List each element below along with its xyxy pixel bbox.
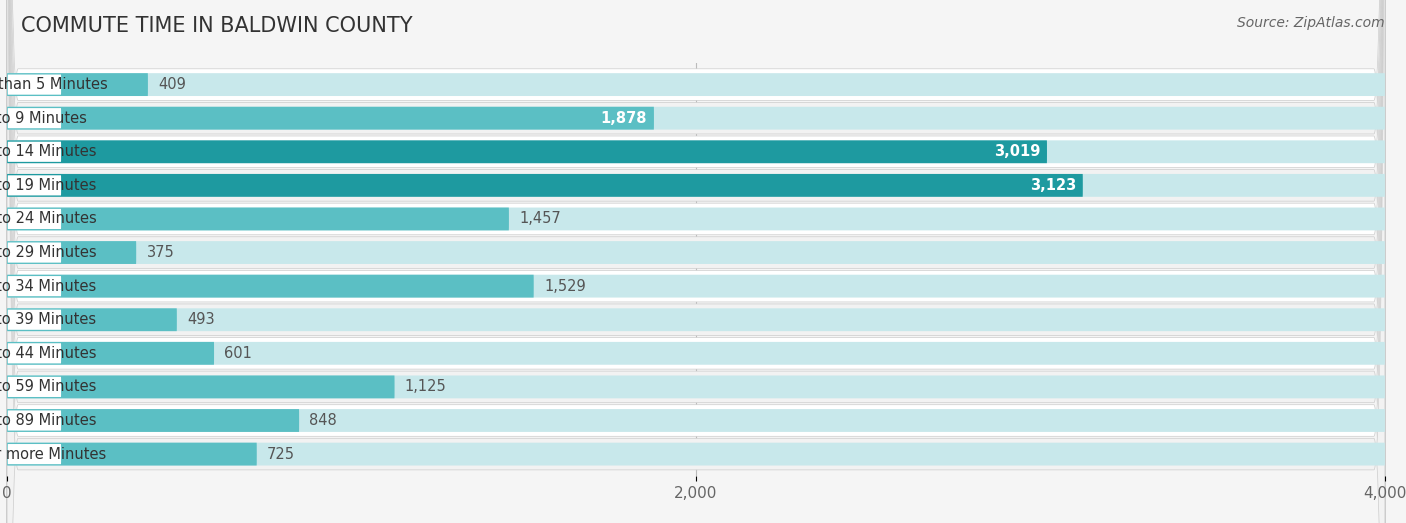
Text: 20 to 24 Minutes: 20 to 24 Minutes: [0, 211, 96, 226]
Text: 35 to 39 Minutes: 35 to 39 Minutes: [0, 312, 96, 327]
Text: Less than 5 Minutes: Less than 5 Minutes: [0, 77, 108, 92]
FancyBboxPatch shape: [7, 174, 1083, 197]
FancyBboxPatch shape: [7, 309, 177, 331]
FancyBboxPatch shape: [7, 409, 1385, 432]
Text: 493: 493: [187, 312, 215, 327]
FancyBboxPatch shape: [7, 275, 534, 298]
FancyBboxPatch shape: [7, 342, 1385, 365]
FancyBboxPatch shape: [7, 107, 1385, 130]
FancyBboxPatch shape: [7, 73, 148, 96]
FancyBboxPatch shape: [7, 376, 395, 399]
FancyBboxPatch shape: [7, 0, 1385, 523]
Text: COMMUTE TIME IN BALDWIN COUNTY: COMMUTE TIME IN BALDWIN COUNTY: [21, 16, 413, 36]
FancyBboxPatch shape: [7, 209, 60, 229]
Text: 3,019: 3,019: [994, 144, 1040, 160]
FancyBboxPatch shape: [7, 241, 136, 264]
FancyBboxPatch shape: [7, 243, 60, 263]
Text: 375: 375: [146, 245, 174, 260]
Text: 1,878: 1,878: [600, 111, 647, 126]
Text: 90 or more Minutes: 90 or more Minutes: [0, 447, 105, 462]
FancyBboxPatch shape: [7, 342, 214, 365]
FancyBboxPatch shape: [7, 276, 60, 296]
FancyBboxPatch shape: [7, 208, 509, 230]
FancyBboxPatch shape: [7, 241, 1385, 264]
Text: 3,123: 3,123: [1029, 178, 1076, 193]
FancyBboxPatch shape: [7, 0, 1385, 523]
Text: 5 to 9 Minutes: 5 to 9 Minutes: [0, 111, 87, 126]
FancyBboxPatch shape: [7, 409, 299, 432]
FancyBboxPatch shape: [7, 0, 1385, 523]
FancyBboxPatch shape: [7, 343, 60, 363]
Text: 1,529: 1,529: [544, 279, 586, 293]
FancyBboxPatch shape: [7, 107, 654, 130]
FancyBboxPatch shape: [7, 444, 60, 464]
FancyBboxPatch shape: [7, 73, 1385, 96]
FancyBboxPatch shape: [7, 140, 1385, 163]
FancyBboxPatch shape: [7, 140, 1047, 163]
Text: 1,125: 1,125: [405, 379, 447, 394]
Text: 725: 725: [267, 447, 295, 462]
FancyBboxPatch shape: [7, 0, 1385, 523]
FancyBboxPatch shape: [7, 442, 1385, 465]
Text: Source: ZipAtlas.com: Source: ZipAtlas.com: [1237, 16, 1385, 30]
FancyBboxPatch shape: [7, 310, 60, 330]
FancyBboxPatch shape: [7, 377, 60, 397]
FancyBboxPatch shape: [7, 309, 1385, 331]
Text: 409: 409: [159, 77, 186, 92]
FancyBboxPatch shape: [7, 442, 257, 465]
FancyBboxPatch shape: [7, 0, 1385, 523]
FancyBboxPatch shape: [7, 0, 1385, 523]
Text: 60 to 89 Minutes: 60 to 89 Minutes: [0, 413, 96, 428]
FancyBboxPatch shape: [7, 0, 1385, 523]
Text: 25 to 29 Minutes: 25 to 29 Minutes: [0, 245, 96, 260]
Text: 848: 848: [309, 413, 337, 428]
FancyBboxPatch shape: [7, 275, 1385, 298]
FancyBboxPatch shape: [7, 0, 1385, 523]
Text: 10 to 14 Minutes: 10 to 14 Minutes: [0, 144, 96, 160]
Text: 601: 601: [225, 346, 252, 361]
FancyBboxPatch shape: [7, 174, 1385, 197]
FancyBboxPatch shape: [7, 74, 60, 95]
FancyBboxPatch shape: [7, 0, 1385, 523]
Text: 15 to 19 Minutes: 15 to 19 Minutes: [0, 178, 96, 193]
Text: 45 to 59 Minutes: 45 to 59 Minutes: [0, 379, 96, 394]
FancyBboxPatch shape: [7, 0, 1385, 523]
FancyBboxPatch shape: [7, 208, 1385, 230]
FancyBboxPatch shape: [7, 376, 1385, 399]
Text: 1,457: 1,457: [519, 211, 561, 226]
FancyBboxPatch shape: [7, 411, 60, 430]
Text: 40 to 44 Minutes: 40 to 44 Minutes: [0, 346, 96, 361]
FancyBboxPatch shape: [7, 175, 60, 196]
FancyBboxPatch shape: [7, 108, 60, 128]
Text: 30 to 34 Minutes: 30 to 34 Minutes: [0, 279, 96, 293]
FancyBboxPatch shape: [7, 142, 60, 162]
FancyBboxPatch shape: [7, 0, 1385, 523]
FancyBboxPatch shape: [7, 0, 1385, 523]
